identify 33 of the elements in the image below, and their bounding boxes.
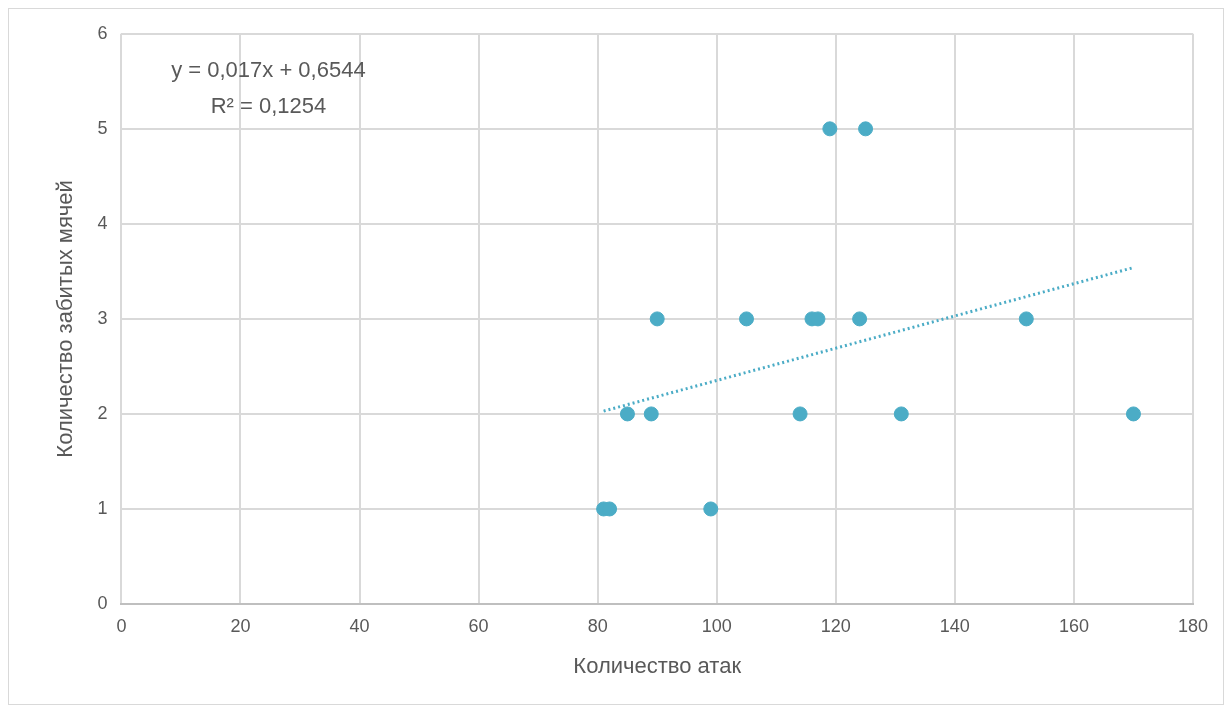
y-tick-label: 6: [97, 22, 108, 43]
point: [1018, 311, 1034, 327]
point: [739, 311, 754, 327]
point: [649, 311, 665, 327]
x-tick-label: 100: [701, 615, 732, 636]
point: [643, 406, 659, 422]
x-tick-label: 60: [468, 615, 489, 636]
point: [858, 121, 874, 137]
point: [792, 406, 808, 422]
point: [852, 311, 868, 327]
x-tick-label: 0: [116, 615, 127, 636]
x-tick-label: 160: [1058, 615, 1089, 636]
x-tick-label: 180: [1177, 615, 1209, 636]
y-tick-label: 1: [97, 497, 108, 518]
y-tick-label: 3: [97, 307, 108, 328]
point: [893, 406, 909, 422]
annotation: R² = 0,1254: [210, 92, 327, 118]
y-tick-label: 5: [97, 117, 108, 138]
y-tick-label: 0: [97, 592, 108, 613]
point: [703, 501, 719, 517]
y-tick-label: 4: [97, 212, 108, 233]
x-tick-label: 120: [820, 615, 851, 636]
x-tick-label: 140: [939, 615, 970, 636]
y-axis-title: Количество забитых мячей: [52, 180, 78, 458]
point: [1125, 406, 1141, 422]
y-tick-label: 2: [97, 402, 108, 423]
x-tick-label: 80: [587, 615, 608, 636]
x-axis-title: Количество атак: [573, 652, 742, 678]
point: [822, 121, 838, 137]
x-tick-label: 40: [349, 615, 370, 636]
annotation: y = 0,017x + 0,6544: [171, 56, 366, 82]
point: [619, 406, 635, 422]
x-tick-label: 20: [230, 615, 251, 636]
